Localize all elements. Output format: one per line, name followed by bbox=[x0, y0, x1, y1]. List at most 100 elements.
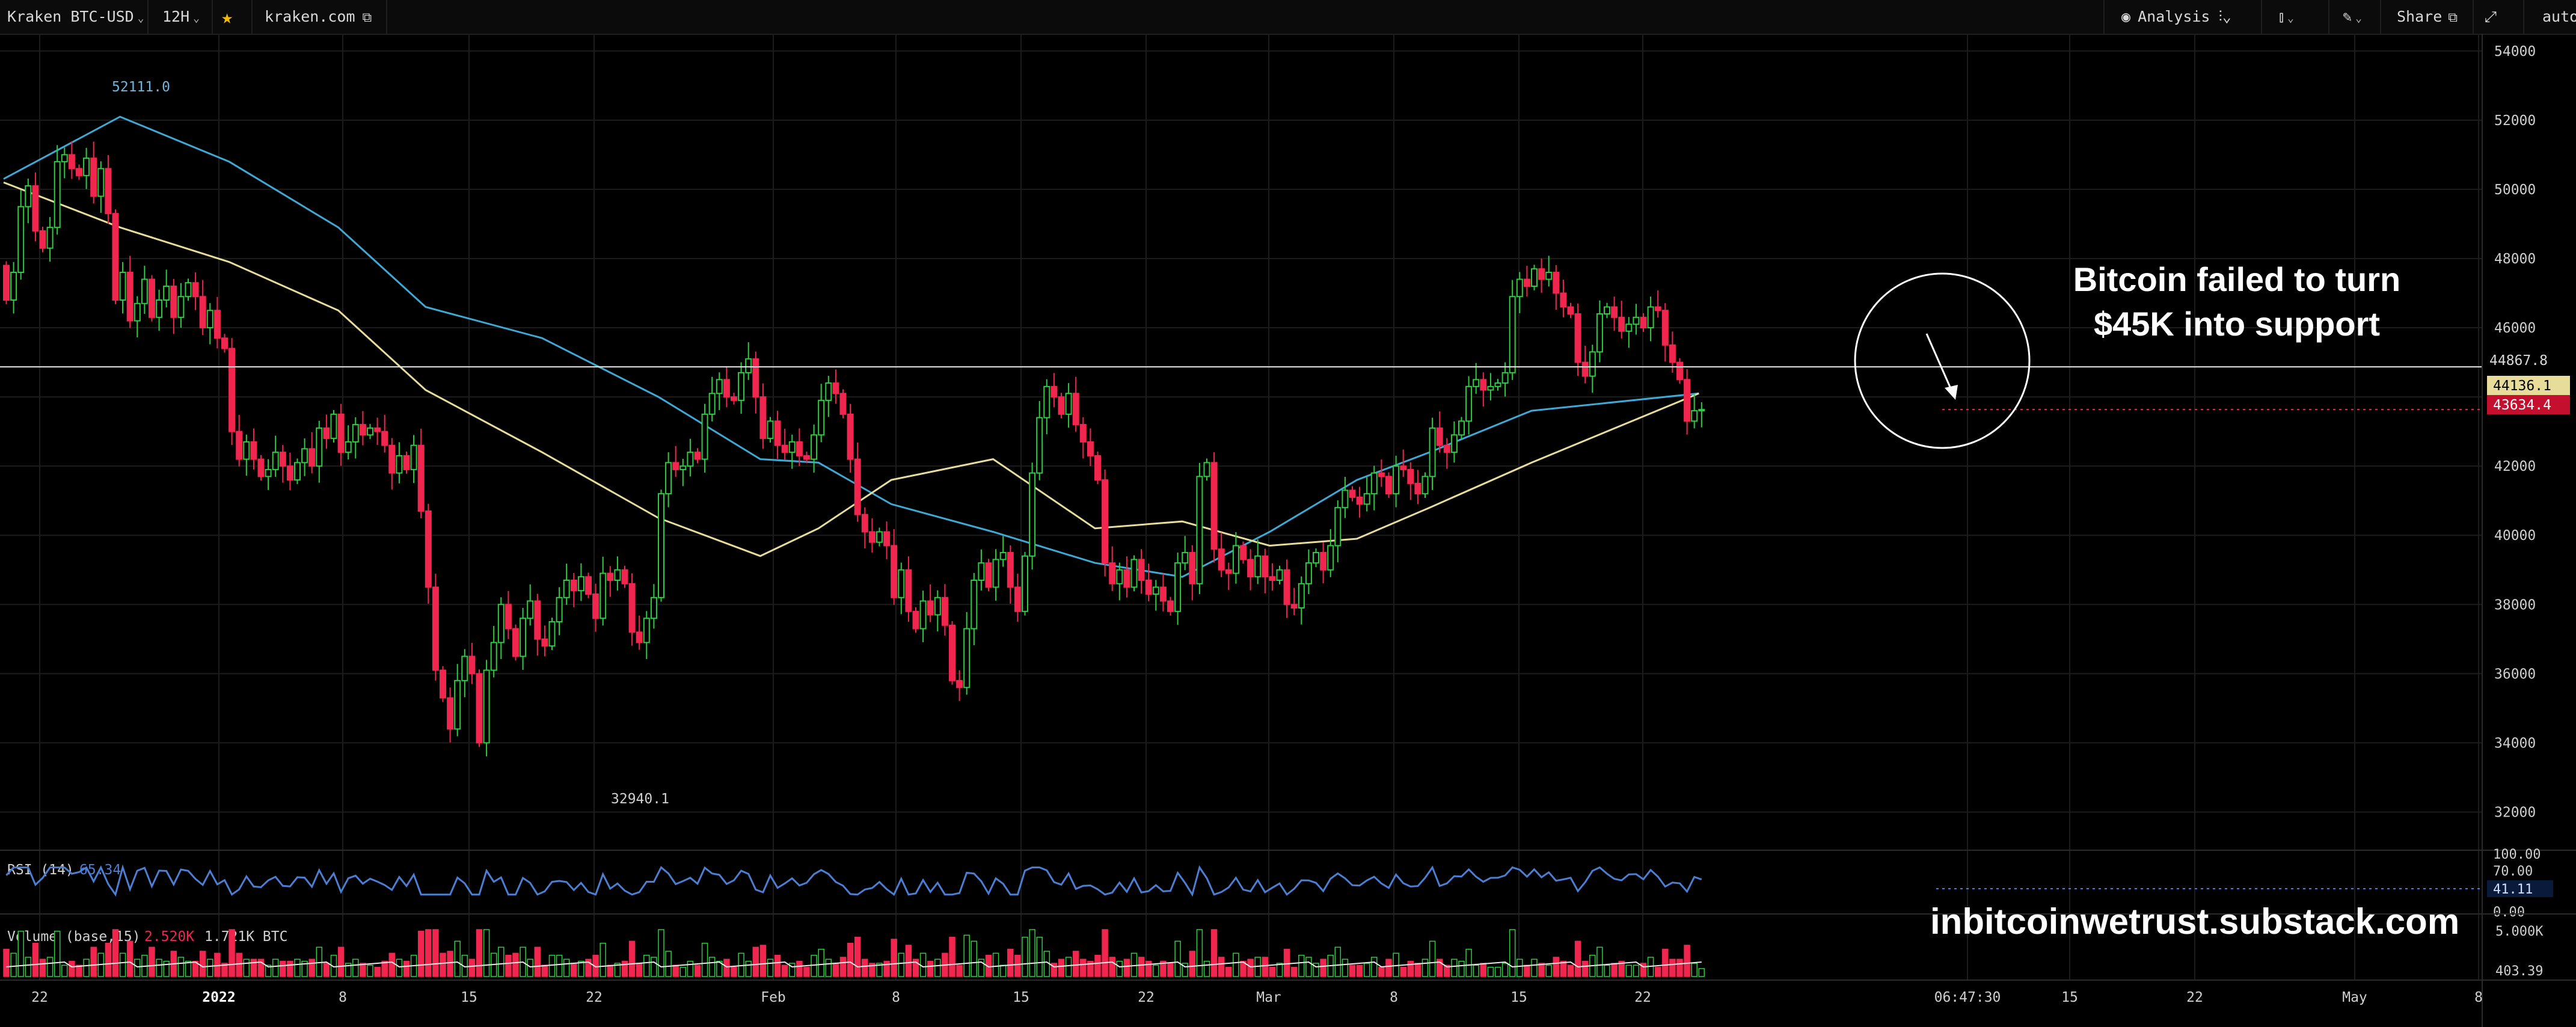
candle-body bbox=[1560, 292, 1567, 308]
volume-bar bbox=[796, 960, 803, 977]
auto-scale-button[interactable]: auto bbox=[2542, 0, 2576, 34]
candle-body bbox=[440, 669, 446, 699]
volume-bar bbox=[927, 960, 934, 977]
volume-bar bbox=[1290, 966, 1298, 977]
volume-bar bbox=[1640, 963, 1647, 977]
rsi-tick-0: 0.00 bbox=[2493, 905, 2525, 920]
volume-bar bbox=[847, 942, 854, 977]
candle-body bbox=[39, 230, 46, 249]
time-axis[interactable]: 22 2022 8 15 22 Feb 8 15 22 Mar 8 15 22 06:47:30 15 22 M… bbox=[31, 990, 2483, 1005]
candle-body bbox=[971, 580, 978, 630]
volume-bar bbox=[1698, 968, 1705, 977]
candle-body bbox=[1305, 562, 1312, 584]
candle-body bbox=[672, 462, 679, 470]
candle-body bbox=[556, 596, 563, 623]
volume-bar bbox=[563, 958, 570, 977]
candle-body bbox=[1647, 306, 1654, 329]
volume-bar bbox=[76, 964, 82, 977]
volume-bar bbox=[1560, 960, 1567, 977]
volume-bar bbox=[454, 940, 461, 977]
candle-body bbox=[337, 413, 345, 453]
volume-bar bbox=[1581, 960, 1589, 977]
volume-bar bbox=[963, 934, 970, 977]
candle-body bbox=[1443, 444, 1450, 453]
price-tick-label: 38000 bbox=[2494, 597, 2536, 613]
volume-bar bbox=[69, 960, 75, 977]
candle-body bbox=[1436, 427, 1443, 446]
price-axis[interactable]: 3200034000360003800040000420004400046000… bbox=[2494, 44, 2536, 821]
candle-body bbox=[54, 161, 61, 228]
candle-body bbox=[1509, 296, 1516, 373]
price-tick-label: 52000 bbox=[2494, 113, 2536, 129]
highlight-circle bbox=[1854, 272, 2031, 449]
volume-bar bbox=[1167, 963, 1174, 977]
volume-bar bbox=[934, 958, 941, 977]
volume-bar bbox=[694, 964, 701, 977]
volume-bar bbox=[105, 942, 112, 977]
interval-selector[interactable]: 12H ⌄ bbox=[162, 0, 200, 34]
candle-body bbox=[1283, 569, 1290, 605]
volume-pane[interactable]: Volume (base,15) 2.520K 1.721K BTC 5.000… bbox=[0, 913, 2576, 979]
candle-body bbox=[701, 413, 708, 460]
volume-bar bbox=[32, 942, 39, 977]
rsi-current-label: 41.11 bbox=[2493, 882, 2533, 897]
symbol-selector[interactable]: Kraken BTC-USD ⌄ bbox=[7, 0, 144, 34]
drawing-tools-button[interactable]: ✎ ⌄ bbox=[2343, 0, 2362, 34]
volume-bar bbox=[1262, 957, 1269, 977]
volume-bar bbox=[3, 948, 10, 977]
volume-bar bbox=[1378, 966, 1385, 977]
chart-type-button[interactable]: ⫾ ⌄ bbox=[2279, 0, 2294, 34]
volume-bar bbox=[839, 957, 847, 977]
volume-bar bbox=[527, 958, 533, 977]
rsi-pane[interactable]: RSI (14) 65.34 100.00 70.00 41.11 0.00 bbox=[0, 847, 2576, 920]
candle-body bbox=[367, 427, 373, 436]
candle-body bbox=[708, 393, 716, 415]
time-tick-label: 22 bbox=[31, 990, 48, 1005]
volume-bar bbox=[90, 946, 97, 977]
volume-bar bbox=[1233, 952, 1239, 977]
annotation-title: Bitcoin failed to turn $45K into support bbox=[2002, 257, 2471, 346]
volume-bar bbox=[832, 963, 839, 977]
volume-bar bbox=[345, 963, 352, 977]
exchange-link[interactable]: kraken.com ⧉ bbox=[265, 0, 372, 34]
star-icon[interactable]: ★ bbox=[221, 5, 233, 28]
candle-body bbox=[658, 493, 664, 598]
candle-body bbox=[1356, 496, 1363, 505]
candle-body bbox=[68, 154, 75, 170]
candle-body bbox=[112, 213, 119, 301]
volume-bar bbox=[1633, 964, 1640, 977]
candle-body bbox=[1145, 580, 1152, 595]
volume-bar bbox=[388, 952, 396, 977]
volume-bar bbox=[731, 966, 737, 977]
volume-bar bbox=[1225, 966, 1232, 977]
volume-bar bbox=[461, 954, 468, 977]
candle-body bbox=[1050, 385, 1058, 398]
volume-bar bbox=[1545, 964, 1552, 977]
fullscreen-icon[interactable]: ⤢ bbox=[2485, 8, 2497, 25]
chevron-down-icon: ⌄ bbox=[2355, 12, 2362, 25]
volume-bar bbox=[738, 952, 744, 977]
volume-bar bbox=[1109, 957, 1115, 977]
rsi-current-tag bbox=[2487, 880, 2553, 897]
candle-body bbox=[1007, 551, 1014, 588]
share-button[interactable]: Share ⧉ bbox=[2397, 0, 2458, 34]
candle-body bbox=[534, 600, 541, 640]
volume-bar bbox=[643, 954, 650, 977]
volume-bar bbox=[1058, 958, 1065, 977]
candle-body bbox=[818, 399, 825, 436]
candle-body bbox=[796, 441, 803, 456]
auto-label: auto bbox=[2542, 8, 2576, 25]
candle-body bbox=[1072, 393, 1079, 426]
time-tick-label: 22 bbox=[586, 990, 603, 1005]
volume-bar bbox=[1138, 957, 1145, 977]
toolbar-divider bbox=[147, 0, 149, 34]
volume-bar bbox=[134, 958, 141, 977]
candle-body bbox=[1349, 489, 1356, 498]
volume-bar bbox=[301, 960, 308, 977]
candle-body bbox=[854, 458, 861, 515]
analysis-button[interactable]: ◉ Analysis ⫶⌄ bbox=[2121, 0, 2231, 34]
volume-bar bbox=[360, 963, 366, 977]
candle-body bbox=[1567, 306, 1574, 315]
volume-bar bbox=[207, 958, 213, 977]
